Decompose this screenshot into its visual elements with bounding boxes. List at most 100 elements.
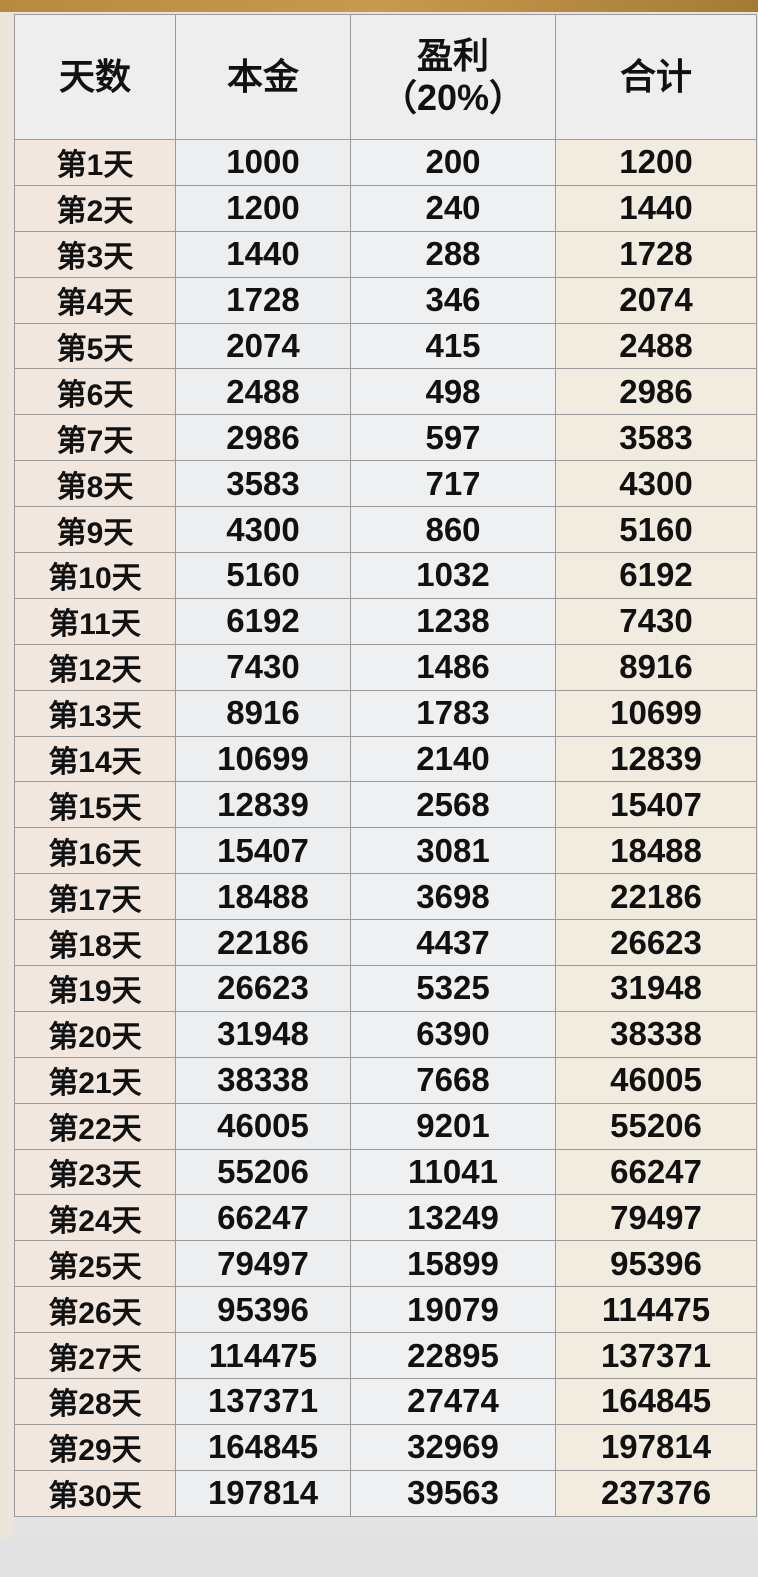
cell-total: 8916 <box>555 643 757 691</box>
table-body: 第1天 1000 200 1200 第2天 1200 240 1440 第3天 1440 288 17… <box>14 139 757 1517</box>
table-row: 第29天 164845 32969 197814 <box>14 1423 757 1471</box>
cell-profit: 11041 <box>350 1148 556 1196</box>
cell-day: 第10天 <box>14 552 176 599</box>
table-row: 第16天 15407 3081 18488 <box>14 827 757 875</box>
cell-day: 第5天 <box>14 322 176 370</box>
table-row: 第23天 55206 11041 66247 <box>14 1148 757 1196</box>
cell-day: 第29天 <box>14 1423 176 1471</box>
header-row: 天数 本金 盈利 （20%） 合计 <box>14 14 757 140</box>
header-profit: 盈利 （20%） <box>350 14 556 140</box>
cell-day: 第6天 <box>14 368 176 416</box>
table-row: 第22天 46005 9201 55206 <box>14 1102 757 1150</box>
cell-profit: 288 <box>350 230 556 278</box>
cell-total: 2488 <box>555 322 757 370</box>
cell-principal: 137371 <box>175 1378 351 1425</box>
table-row: 第27天 114475 22895 137371 <box>14 1332 757 1380</box>
table-row: 第6天 2488 498 2986 <box>14 368 757 416</box>
cell-day: 第7天 <box>14 414 176 462</box>
cell-total: 31948 <box>555 965 757 1012</box>
cell-total: 38338 <box>555 1010 757 1058</box>
cell-total: 2074 <box>555 276 757 324</box>
cell-profit: 19079 <box>350 1286 556 1334</box>
cell-profit: 240 <box>350 184 556 232</box>
header-total: 合计 <box>555 14 757 140</box>
table-row: 第12天 7430 1486 8916 <box>14 643 757 691</box>
cell-day: 第12天 <box>14 643 176 691</box>
cell-principal: 8916 <box>175 689 351 737</box>
cell-principal: 95396 <box>175 1286 351 1334</box>
cell-total: 22186 <box>555 873 757 921</box>
cell-profit: 1032 <box>350 552 556 599</box>
cell-day: 第19天 <box>14 965 176 1012</box>
cell-total: 197814 <box>555 1423 757 1471</box>
cell-principal: 46005 <box>175 1102 351 1150</box>
table-row: 第21天 38338 7668 46005 <box>14 1056 757 1104</box>
cell-principal: 79497 <box>175 1240 351 1288</box>
cell-day: 第16天 <box>14 827 176 875</box>
cell-profit: 2140 <box>350 735 556 783</box>
cell-profit: 5325 <box>350 965 556 1012</box>
cell-day: 第26天 <box>14 1286 176 1334</box>
cell-day: 第25天 <box>14 1240 176 1288</box>
cell-principal: 2488 <box>175 368 351 416</box>
header-profit-label: 盈利 <box>416 35 489 76</box>
cell-principal: 1200 <box>175 184 351 232</box>
cell-profit: 1486 <box>350 643 556 691</box>
cell-total: 12839 <box>555 735 757 783</box>
cell-day: 第8天 <box>14 460 176 508</box>
cell-day: 第17天 <box>14 873 176 921</box>
cell-principal: 26623 <box>175 965 351 1012</box>
left-edge <box>0 12 14 1537</box>
table-row: 第25天 79497 15899 95396 <box>14 1240 757 1288</box>
cell-profit: 717 <box>350 460 556 508</box>
cell-profit: 860 <box>350 506 556 554</box>
cell-principal: 55206 <box>175 1148 351 1196</box>
cell-total: 137371 <box>555 1332 757 1380</box>
cell-total: 164845 <box>555 1378 757 1425</box>
cell-total: 55206 <box>555 1102 757 1150</box>
cell-total: 6192 <box>555 552 757 599</box>
cell-profit: 39563 <box>350 1469 556 1517</box>
cell-principal: 164845 <box>175 1423 351 1471</box>
cell-total: 7430 <box>555 597 757 645</box>
cell-day: 第24天 <box>14 1194 176 1242</box>
cell-profit: 2568 <box>350 781 556 829</box>
cell-principal: 10699 <box>175 735 351 783</box>
cell-profit: 4437 <box>350 919 556 967</box>
table-row: 第13天 8916 1783 10699 <box>14 689 757 737</box>
cell-principal: 7430 <box>175 643 351 691</box>
table-row: 第20天 31948 6390 38338 <box>14 1010 757 1058</box>
cell-day: 第28天 <box>14 1378 176 1425</box>
cell-profit: 15899 <box>350 1240 556 1288</box>
cell-day: 第4天 <box>14 276 176 324</box>
cell-day: 第20天 <box>14 1010 176 1058</box>
cell-total: 66247 <box>555 1148 757 1196</box>
cell-day: 第21天 <box>14 1056 176 1104</box>
table-row: 第1天 1000 200 1200 <box>14 139 757 186</box>
cell-total: 18488 <box>555 827 757 875</box>
cell-total: 1200 <box>555 139 757 186</box>
cell-total: 10699 <box>555 689 757 737</box>
cell-total: 114475 <box>555 1286 757 1334</box>
cell-profit: 6390 <box>350 1010 556 1058</box>
cell-profit: 9201 <box>350 1102 556 1150</box>
table-row: 第2天 1200 240 1440 <box>14 184 757 232</box>
table-row: 第4天 1728 346 2074 <box>14 276 757 324</box>
cell-profit: 597 <box>350 414 556 462</box>
cell-profit: 1783 <box>350 689 556 737</box>
cell-principal: 15407 <box>175 827 351 875</box>
cell-principal: 1000 <box>175 139 351 186</box>
cell-day: 第27天 <box>14 1332 176 1380</box>
cell-total: 1728 <box>555 230 757 278</box>
cell-principal: 66247 <box>175 1194 351 1242</box>
cell-principal: 38338 <box>175 1056 351 1104</box>
cell-total: 79497 <box>555 1194 757 1242</box>
cell-total: 15407 <box>555 781 757 829</box>
cell-day: 第13天 <box>14 689 176 737</box>
cell-day: 第18天 <box>14 919 176 967</box>
table-row: 第28天 137371 27474 164845 <box>14 1378 757 1425</box>
table-row: 第10天 5160 1032 6192 <box>14 552 757 599</box>
cell-day: 第2天 <box>14 184 176 232</box>
cell-principal: 31948 <box>175 1010 351 1058</box>
cell-principal: 22186 <box>175 919 351 967</box>
